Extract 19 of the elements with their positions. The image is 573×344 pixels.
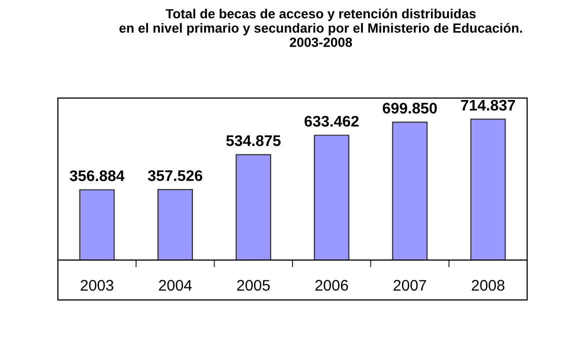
bar bbox=[392, 122, 428, 260]
x-tick-label: 2007 bbox=[394, 280, 426, 291]
data-label: 714.837 bbox=[461, 100, 515, 111]
bar bbox=[236, 154, 272, 260]
x-tick-label: 2008 bbox=[472, 280, 504, 291]
data-label: 356.884 bbox=[70, 170, 125, 182]
bar bbox=[314, 134, 350, 260]
bar bbox=[79, 189, 115, 260]
data-label: 534.875 bbox=[226, 135, 281, 146]
chart-title: Total de becas de acceso y retención distribuidas en el nivel primario y secundario por el Ministerio de Educación. 2003-2008 bbox=[119, 8, 522, 47]
data-label: 699.850 bbox=[382, 102, 437, 114]
x-tick-label: 2006 bbox=[315, 280, 348, 291]
x-tick-label: 2005 bbox=[237, 280, 270, 291]
bar bbox=[157, 189, 193, 260]
data-label: 357.526 bbox=[148, 170, 202, 182]
x-tick-label: 2004 bbox=[158, 280, 192, 291]
x-tick-label: 2003 bbox=[80, 280, 114, 291]
data-label: 633.462 bbox=[304, 116, 359, 127]
bar bbox=[470, 118, 506, 260]
